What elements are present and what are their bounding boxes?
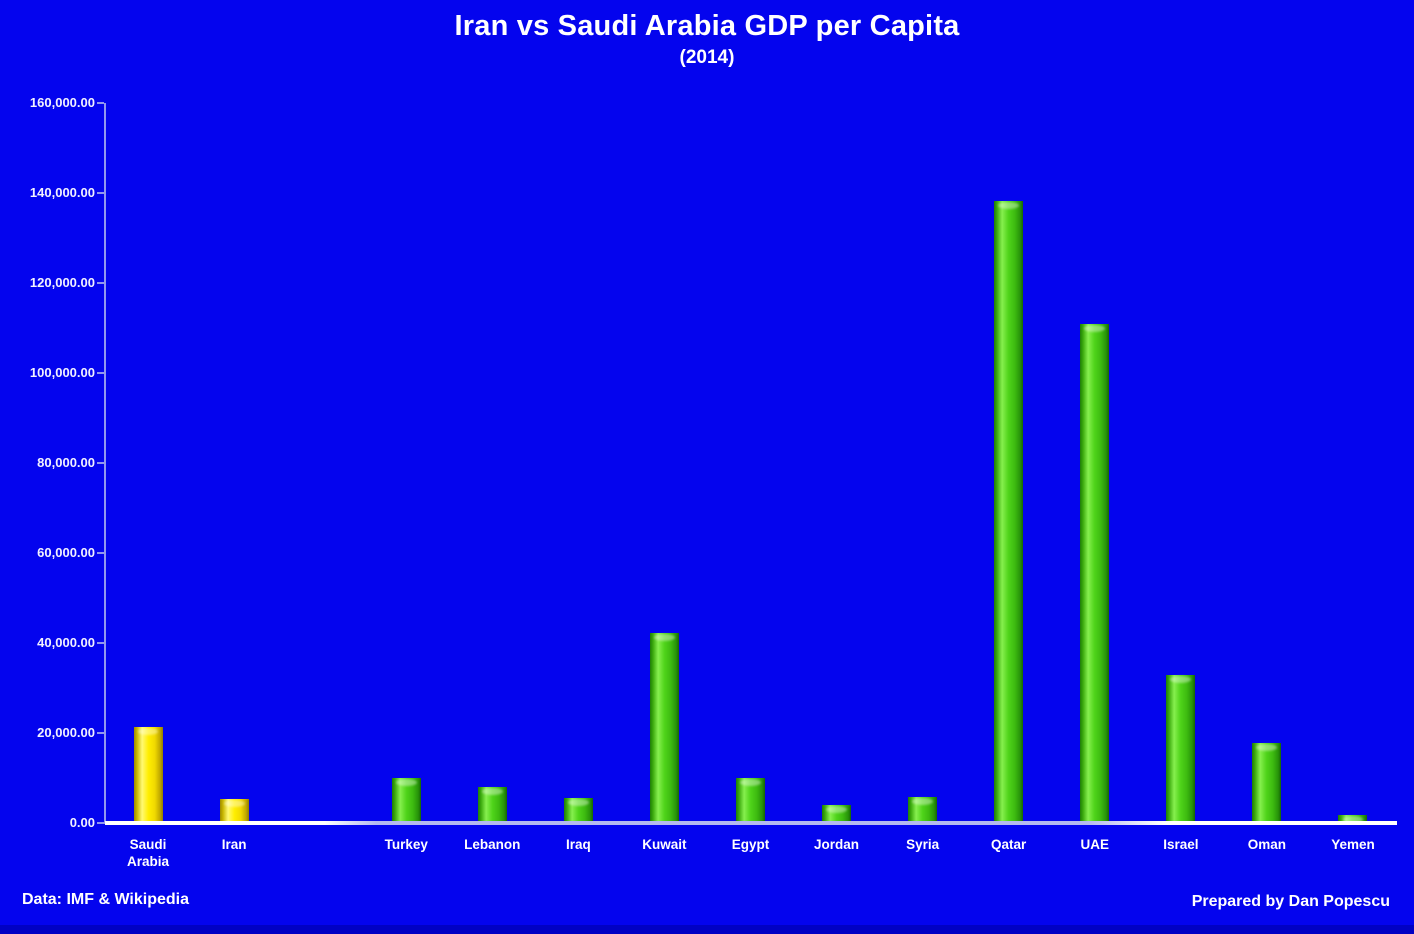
y-tick-mark [97, 642, 104, 644]
x-category-label: Syria [906, 837, 940, 852]
x-category-label: Egypt [731, 837, 770, 852]
y-tick-label: 60,000.00 [37, 545, 95, 560]
bar-Egypt [736, 778, 765, 823]
x-category-label: Lebanon [464, 837, 521, 852]
x-category-label: Oman [1247, 837, 1287, 852]
y-tick-label: 160,000.00 [29, 95, 95, 110]
bar-Iran [219, 798, 249, 823]
y-axis-line [104, 103, 106, 824]
bar-Iraq [563, 797, 593, 823]
bar-Israel [1166, 674, 1196, 823]
bar-Yemen [1338, 814, 1368, 823]
bar-Lebanon [477, 787, 507, 823]
y-tick-label: 120,000.00 [29, 275, 95, 290]
y-tick-label: 20,000.00 [37, 725, 95, 740]
bar-Qatar [994, 201, 1024, 823]
x-category-label: Israel [1163, 837, 1199, 852]
y-tick-mark [97, 102, 104, 104]
bar-Turkey [391, 778, 421, 823]
x-category-label: Qatar [991, 837, 1027, 852]
bar-Jordan [822, 805, 852, 823]
y-tick-mark [97, 462, 104, 464]
y-tick-label: 40,000.00 [37, 635, 95, 650]
x-category-label: Kuwait [642, 837, 687, 852]
bottom-border [0, 925, 1414, 934]
chart-title: Iran vs Saudi Arabia GDP per Capita [454, 10, 960, 42]
x-category-label: UAE [1080, 837, 1110, 852]
bar-Kuwait [649, 633, 679, 823]
bar-Oman [1252, 742, 1282, 823]
bar-Syria [908, 796, 938, 823]
bar-UAE [1080, 323, 1110, 823]
data-source-note: Data: IMF & Wikipedia [22, 891, 189, 908]
author-note: Prepared by Dan Popescu [1191, 893, 1390, 910]
chart-subtitle: (2014) [679, 47, 735, 68]
x-axis-line [105, 821, 1397, 825]
x-category-label: Iran [221, 837, 247, 852]
x-category-label: Iraq [565, 837, 591, 852]
x-category-label: Turkey [384, 837, 428, 852]
x-category-label: Yemen [1331, 837, 1375, 852]
bar-Saudi Arabia [133, 726, 163, 823]
chart-header: Iran vs Saudi Arabia GDP per Capita (201… [0, 10, 1414, 69]
y-tick-label: 100,000.00 [29, 365, 95, 380]
y-tick-mark [97, 372, 104, 374]
y-tick-label: 0.00 [69, 815, 95, 830]
x-category-label: Saudi Arabia [127, 837, 170, 869]
y-tick-mark [97, 552, 104, 554]
y-tick-mark [97, 192, 104, 194]
y-tick-label: 140,000.00 [29, 185, 95, 200]
y-tick-mark [97, 822, 104, 824]
y-tick-mark [97, 282, 104, 284]
x-category-label: Jordan [814, 837, 860, 852]
y-tick-label: 80,000.00 [37, 455, 95, 470]
y-tick-mark [97, 732, 104, 734]
